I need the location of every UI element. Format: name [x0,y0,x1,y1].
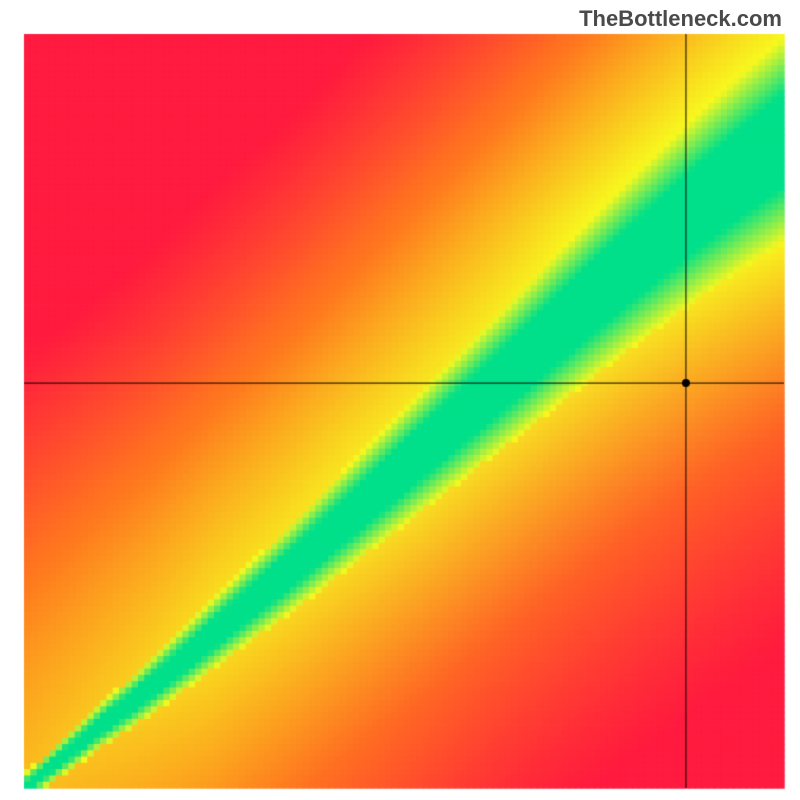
heatmap-canvas [0,0,800,800]
watermark-text: TheBottleneck.com [579,6,782,32]
chart-container: TheBottleneck.com [0,0,800,800]
